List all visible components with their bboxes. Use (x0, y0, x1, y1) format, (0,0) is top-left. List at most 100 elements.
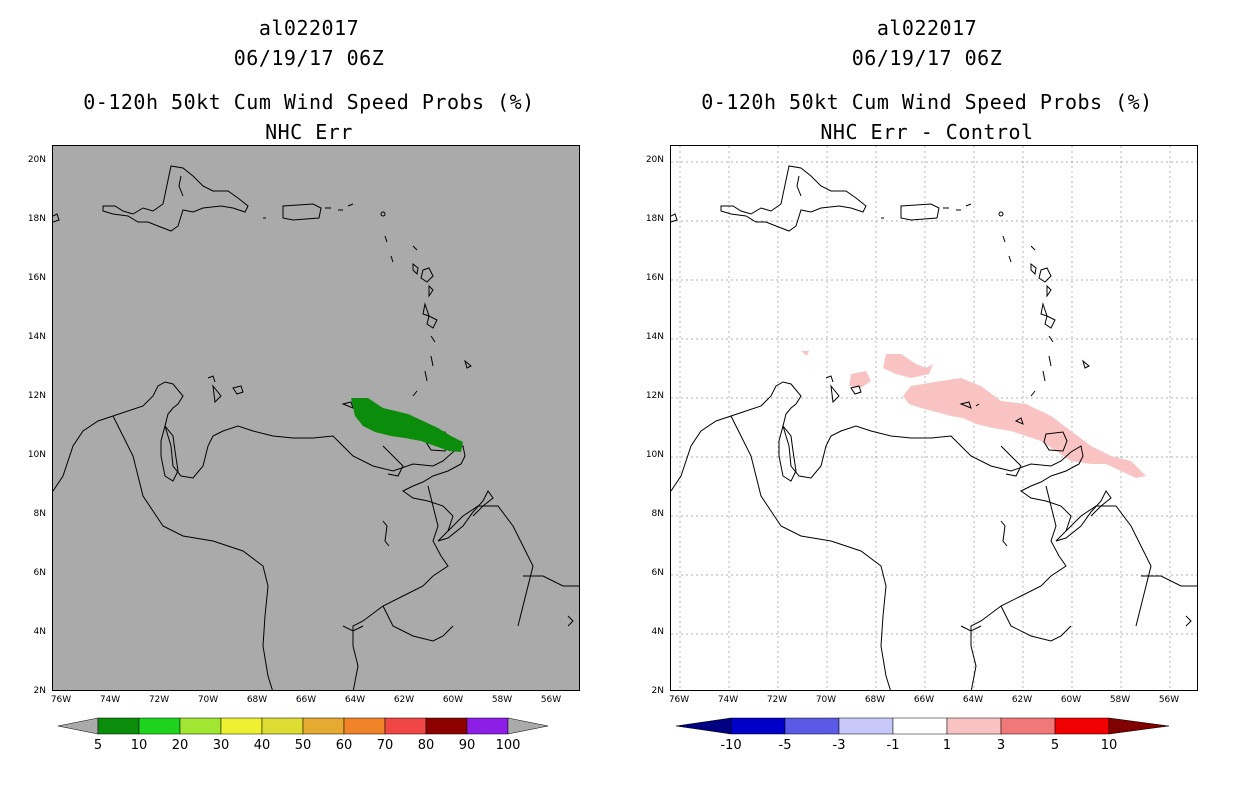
colorbar-label: 60 (335, 738, 353, 753)
colorbar-over (1108, 717, 1170, 735)
lon-label: 58W (1109, 695, 1131, 705)
storm-id: al022017 (258, 16, 360, 40)
lon-label: 58W (491, 695, 513, 705)
colorbar-label: 5 (93, 738, 103, 753)
difference-area (883, 354, 933, 378)
lon-label: 72W (148, 695, 170, 705)
lon-label: 56W (1158, 695, 1180, 705)
lon-label: 56W (540, 695, 562, 705)
lon-label: 62W (393, 695, 415, 705)
lon-label: 62W (1011, 695, 1033, 705)
lat-label: 4N (651, 627, 664, 637)
colorbar (676, 717, 1170, 735)
colorbar-label: 40 (253, 738, 271, 753)
colorbar-under (58, 717, 99, 735)
colorbar-label: 10 (1100, 738, 1118, 753)
colorbar-label: 20 (171, 738, 189, 753)
colorbar (58, 717, 549, 735)
lon-label: 60W (442, 695, 464, 705)
colorbar-swatch (425, 717, 468, 735)
colorbar-swatch (466, 717, 509, 735)
lon-label: 70W (197, 695, 219, 705)
lat-label: 18N (645, 214, 664, 224)
colorbar-label: 3 (996, 738, 1006, 753)
lat-label: 18N (27, 214, 46, 224)
lon-label: 74W (717, 695, 739, 705)
lon-label: 66W (295, 695, 317, 705)
lat-label: 12N (645, 391, 664, 401)
difference-area (849, 371, 871, 388)
difference-area (903, 378, 1146, 478)
lon-label: 68W (864, 695, 886, 705)
product-title: 0-120h 50kt Cum Wind Speed Probs (%) (701, 90, 1153, 114)
map-canvas (671, 146, 1197, 690)
lat-label: 14N (27, 332, 46, 342)
colorbar-label: 100 (495, 738, 521, 753)
colorbar-label: -10 (720, 738, 742, 753)
colorbar-swatch (730, 717, 786, 735)
colorbar-label: 50 (294, 738, 312, 753)
lon-label: 64W (344, 695, 366, 705)
colorbar-over (507, 717, 549, 735)
forecast-time: 06/19/17 06Z (851, 46, 1003, 70)
lat-label: 20N (645, 155, 664, 165)
colorbar-label: -3 (832, 738, 846, 753)
forecast-time: 06/19/17 06Z (233, 46, 385, 70)
colorbar-swatch (220, 717, 263, 735)
colorbar-under (676, 717, 732, 735)
lat-label: 20N (27, 155, 46, 165)
lat-label: 4N (33, 627, 46, 637)
probability-map (52, 145, 580, 691)
lat-label: 10N (645, 450, 664, 460)
colorbar-swatch (138, 717, 181, 735)
colorbar-label: 90 (458, 738, 476, 753)
map-grid (671, 146, 1197, 690)
lon-label: 74W (99, 695, 121, 705)
colorbar-label: -5 (778, 738, 792, 753)
right-panel: al022017 06/19/17 06Z 0-120h 50kt Cum Wi… (618, 0, 1236, 800)
colorbar-swatch (97, 717, 140, 735)
map-canvas (53, 165, 579, 690)
lat-label: 16N (645, 273, 664, 283)
panel-subtitle: NHC Err (265, 120, 353, 144)
lon-label: 68W (246, 695, 268, 705)
lon-label: 60W (1060, 695, 1082, 705)
storm-id: al022017 (876, 16, 978, 40)
lon-label: 70W (815, 695, 837, 705)
colorbar-swatch (1054, 717, 1110, 735)
left-panel: al022017 06/19/17 06Z 0-120h 50kt Cum Wi… (27, 16, 580, 753)
lat-label: 14N (645, 332, 664, 342)
lat-label: 2N (33, 686, 46, 696)
colorbar-swatch (784, 717, 840, 735)
lon-label: 64W (962, 695, 984, 705)
lat-label: 16N (27, 273, 46, 283)
colorbar-swatch (1000, 717, 1056, 735)
lon-label: 72W (766, 695, 788, 705)
lon-label: 66W (913, 695, 935, 705)
colorbar-label: 10 (130, 738, 148, 753)
product-title: 0-120h 50kt Cum Wind Speed Probs (%) (83, 90, 535, 114)
colorbar-swatch (302, 717, 345, 735)
colorbar-swatch (892, 717, 948, 735)
colorbar-swatch (343, 717, 386, 735)
colorbar-swatch (946, 717, 1002, 735)
lat-label: 6N (33, 568, 46, 578)
lat-label: 6N (651, 568, 664, 578)
colorbar-label: 30 (212, 738, 230, 753)
lat-label: 8N (651, 509, 664, 519)
colorbar-label: -1 (886, 738, 900, 753)
probability-area (351, 398, 463, 452)
colorbar-swatch (179, 717, 222, 735)
colorbar-label: 80 (417, 738, 435, 753)
colorbar-label: 5 (1050, 738, 1060, 753)
colorbar-swatch (261, 717, 304, 735)
lat-label: 12N (27, 391, 46, 401)
lat-label: 10N (27, 450, 46, 460)
lat-label: 8N (33, 509, 46, 519)
panel-subtitle: NHC Err - Control (820, 120, 1034, 144)
difference-map (670, 145, 1198, 691)
lat-label: 2N (651, 686, 664, 696)
lon-label: 76W (50, 695, 72, 705)
colorbar-label: 70 (376, 738, 394, 753)
lon-label: 76W (668, 695, 690, 705)
